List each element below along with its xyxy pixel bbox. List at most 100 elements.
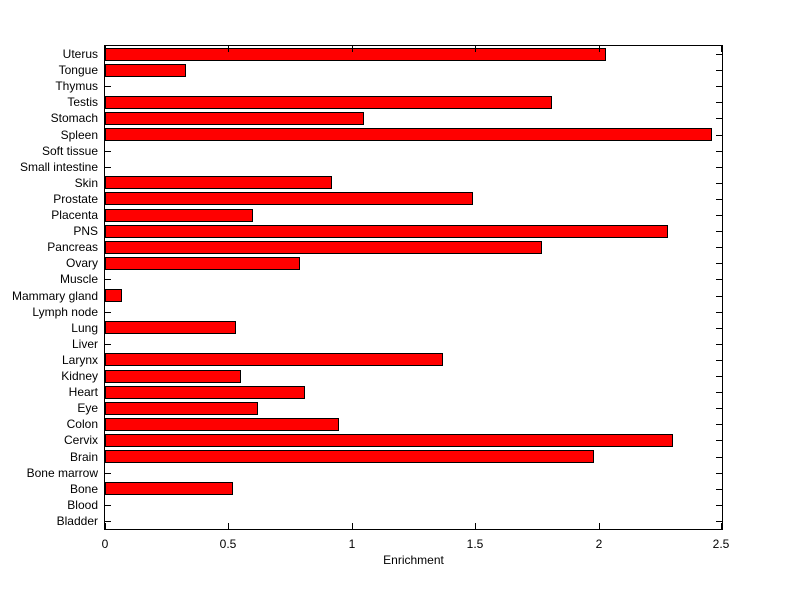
y-tick-right xyxy=(716,183,722,184)
y-axis-label: Pancreas xyxy=(47,240,98,254)
y-axis-label: Brain xyxy=(69,450,98,464)
x-tick-top xyxy=(721,46,722,52)
y-tick-right xyxy=(716,102,722,103)
y-axis-label: Small intestine xyxy=(19,160,98,174)
y-axis-label: Liver xyxy=(71,337,98,351)
bar xyxy=(105,386,305,399)
y-axis-label: Uterus xyxy=(62,47,98,61)
x-tick-label: 2.5 xyxy=(712,537,730,551)
bar xyxy=(105,434,673,447)
x-tick-bottom xyxy=(228,523,229,529)
y-axis-label: Ovary xyxy=(65,256,98,270)
x-tick-top xyxy=(228,46,229,52)
y-axis-label: Colon xyxy=(66,417,98,431)
y-tick-right xyxy=(716,151,722,152)
y-axis-label: PNS xyxy=(73,224,98,238)
y-tick-right xyxy=(716,344,722,345)
y-axis-label: Muscle xyxy=(59,272,98,286)
y-tick-left xyxy=(105,473,111,474)
y-axis-label: Larynx xyxy=(61,353,98,367)
y-tick-left xyxy=(105,167,111,168)
y-axis-label: Kidney xyxy=(61,369,98,383)
bar xyxy=(105,450,594,463)
y-axis-label: Cervix xyxy=(63,433,98,447)
y-axis-label: Placenta xyxy=(51,208,98,222)
y-axis-label: Bone xyxy=(69,482,98,496)
y-axis-label: Blood xyxy=(67,498,98,512)
bar xyxy=(105,96,552,109)
bar xyxy=(105,482,233,495)
y-axis-label: Bone marrow xyxy=(26,466,98,480)
plot-area xyxy=(104,45,723,530)
y-tick-right xyxy=(716,440,722,441)
x-tick-top xyxy=(475,46,476,52)
y-tick-left xyxy=(105,344,111,345)
y-axis-label: Lung xyxy=(71,321,98,335)
x-tick-bottom xyxy=(599,523,600,529)
bar xyxy=(105,321,236,334)
y-tick-right xyxy=(716,215,722,216)
y-axis-label: Bladder xyxy=(56,514,98,528)
bar xyxy=(105,64,186,77)
y-axis-label: Thymus xyxy=(55,79,98,93)
y-axis-label: Mammary gland xyxy=(11,289,98,303)
x-tick-label: 2 xyxy=(595,537,603,551)
y-tick-right xyxy=(716,86,722,87)
y-tick-right xyxy=(716,54,722,55)
bar xyxy=(105,370,241,383)
x-axis-title: Enrichment xyxy=(383,553,444,567)
y-tick-right xyxy=(716,392,722,393)
x-tick-label: 0 xyxy=(101,537,109,551)
y-tick-left xyxy=(105,312,111,313)
x-tick-top xyxy=(599,46,600,52)
y-tick-right xyxy=(716,521,722,522)
y-tick-left xyxy=(105,505,111,506)
bar xyxy=(105,418,339,431)
y-tick-right xyxy=(716,247,722,248)
x-tick-top xyxy=(105,46,106,52)
y-tick-right xyxy=(716,279,722,280)
y-axis-label: Tongue xyxy=(58,63,98,77)
y-tick-right xyxy=(716,424,722,425)
y-tick-right xyxy=(716,167,722,168)
x-tick-label: 1.5 xyxy=(466,537,484,551)
bar xyxy=(105,289,122,302)
y-tick-right xyxy=(716,135,722,136)
y-tick-right xyxy=(716,408,722,409)
bar xyxy=(105,241,542,254)
bar xyxy=(105,112,364,125)
y-tick-right xyxy=(716,505,722,506)
bar xyxy=(105,128,712,141)
y-axis-label: Soft tissue xyxy=(41,144,98,158)
y-tick-right xyxy=(716,231,722,232)
bar xyxy=(105,402,258,415)
y-tick-left xyxy=(105,521,111,522)
bar xyxy=(105,209,253,222)
y-tick-right xyxy=(716,489,722,490)
y-axis-label: Testis xyxy=(67,95,98,109)
y-tick-right xyxy=(716,473,722,474)
y-tick-right xyxy=(716,328,722,329)
y-axis-label: Eye xyxy=(77,401,98,415)
y-tick-right xyxy=(716,70,722,71)
bar xyxy=(105,257,300,270)
y-tick-right xyxy=(716,263,722,264)
x-tick-bottom xyxy=(105,523,106,529)
bar xyxy=(105,176,332,189)
y-axis-label: Spleen xyxy=(60,128,98,142)
y-axis-label: Heart xyxy=(68,385,98,399)
y-tick-left xyxy=(105,151,111,152)
x-tick-bottom xyxy=(721,523,722,529)
y-tick-right xyxy=(716,199,722,200)
bar xyxy=(105,192,473,205)
bar xyxy=(105,48,606,61)
y-axis-label: Prostate xyxy=(53,192,98,206)
y-tick-right xyxy=(716,118,722,119)
x-tick-label: 0.5 xyxy=(219,537,237,551)
y-axis-label: Stomach xyxy=(50,111,98,125)
y-tick-right xyxy=(716,312,722,313)
y-tick-left xyxy=(105,86,111,87)
y-tick-left xyxy=(105,279,111,280)
y-tick-right xyxy=(716,296,722,297)
